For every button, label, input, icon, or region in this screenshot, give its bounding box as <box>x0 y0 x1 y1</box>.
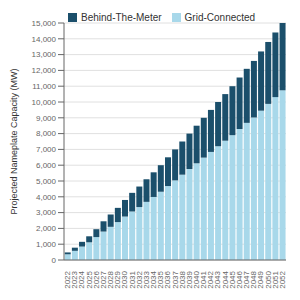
svg-text:2051: 2051 <box>270 271 280 289</box>
svg-text:2048: 2048 <box>249 271 259 289</box>
svg-text:2047: 2047 <box>242 271 252 289</box>
svg-text:2029: 2029 <box>113 271 123 289</box>
svg-text:2035: 2035 <box>156 271 166 289</box>
svg-text:2028: 2028 <box>106 271 115 289</box>
svg-text:2026: 2026 <box>91 271 101 289</box>
svg-text:2025: 2025 <box>84 271 94 289</box>
svg-text:2022: 2022 <box>63 271 73 289</box>
svg-text:3,000: 3,000 <box>36 208 57 217</box>
svg-text:13,000: 13,000 <box>32 50 57 59</box>
svg-text:1,000: 1,000 <box>36 240 57 249</box>
svg-text:2046: 2046 <box>235 271 244 289</box>
svg-text:2040: 2040 <box>192 271 201 289</box>
svg-text:2044: 2044 <box>220 271 230 289</box>
svg-text:2033: 2033 <box>141 271 151 289</box>
svg-text:2039: 2039 <box>184 271 194 289</box>
svg-text:12,000: 12,000 <box>32 66 57 75</box>
svg-text:2023: 2023 <box>70 271 80 289</box>
svg-text:2043: 2043 <box>213 271 223 289</box>
svg-text:11,000: 11,000 <box>32 82 56 91</box>
html-text:Grid-Connected: Grid-Connected <box>184 12 256 23</box>
svg-text:5,000: 5,000 <box>36 177 57 186</box>
svg-text:7,000: 7,000 <box>36 145 57 154</box>
svg-text:2049: 2049 <box>256 271 266 289</box>
svg-text:0: 0 <box>52 256 57 265</box>
svg-text:2031: 2031 <box>127 271 137 289</box>
svg-text:10,000: 10,000 <box>32 98 57 107</box>
html-text:Behind-The-Meter: Behind-The-Meter <box>81 12 162 23</box>
svg-text:14,000: 14,000 <box>32 35 57 44</box>
svg-text:Projected Nameplate Capacity (: Projected Nameplate Capacity (MW) <box>9 68 19 214</box>
svg-text:8,000: 8,000 <box>36 129 57 138</box>
svg-text:2050: 2050 <box>263 271 273 289</box>
svg-text:2032: 2032 <box>134 271 144 289</box>
svg-text:2,000: 2,000 <box>36 224 57 233</box>
svg-text:2024: 2024 <box>77 271 87 289</box>
svg-text:6,000: 6,000 <box>36 161 57 170</box>
svg-text:2036: 2036 <box>163 271 173 289</box>
svg-text:2041: 2041 <box>199 271 209 289</box>
svg-text:2052: 2052 <box>278 270 287 288</box>
svg-text:2037: 2037 <box>170 271 180 289</box>
svg-text:9,000: 9,000 <box>36 114 57 123</box>
svg-text:2038: 2038 <box>177 271 187 289</box>
svg-text:2045: 2045 <box>227 271 237 289</box>
svg-text:4,000: 4,000 <box>36 193 57 202</box>
svg-text:2027: 2027 <box>98 271 108 289</box>
svg-text:2034: 2034 <box>149 271 158 289</box>
svg-text:2030: 2030 <box>120 271 130 289</box>
svg-text:15,000: 15,000 <box>32 19 57 28</box>
svg-text:2042: 2042 <box>206 271 216 289</box>
